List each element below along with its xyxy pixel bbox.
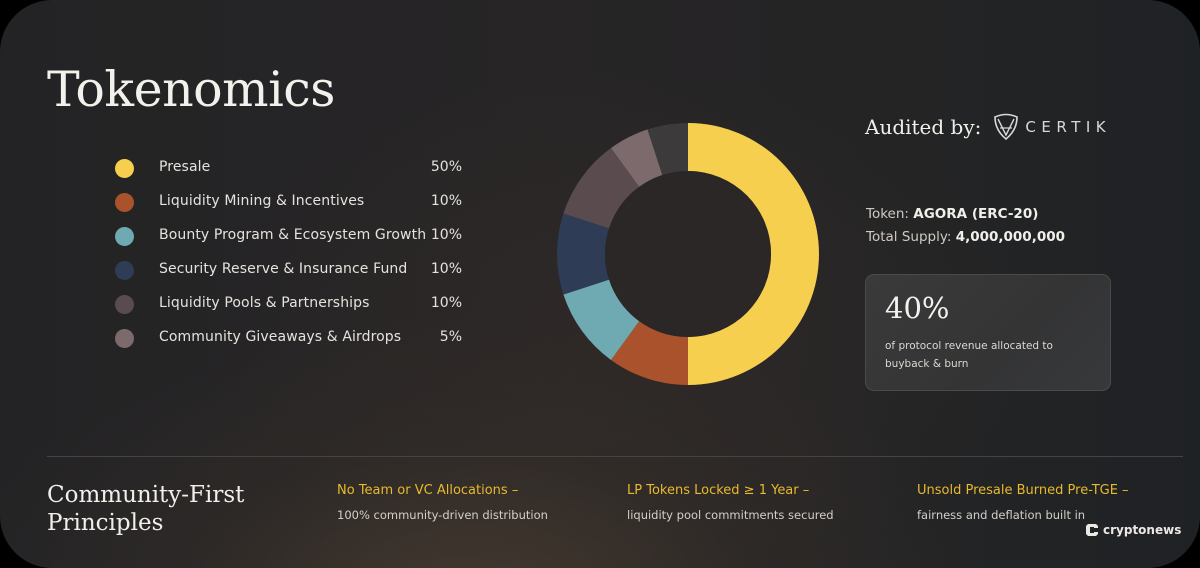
legend-color-dot [115,261,134,280]
legend-color-dot [115,295,134,314]
chart-legend: Presale 50% Liquidity Mining & Incentive… [113,155,465,359]
legend-label: Community Giveaways & Airdrops [159,329,402,345]
principle-presale-burned: Unsold Presale Burned Pre-TGE – fairness… [917,483,1129,522]
principle-detail: 100% community-driven distribution [337,508,548,522]
principle-no-team-allocations: No Team or VC Allocations – 100% communi… [337,483,548,522]
certik-logo: CERTIK [993,113,1111,141]
principle-lp-locked: LP Tokens Locked ≥ 1 Year – liquidity po… [627,483,834,522]
legend-item-bounty-program: Bounty Program & Ecosystem Growth 10% [113,223,465,257]
principles-title-line1: Community-First [47,482,245,508]
page-title: Tokenomics [47,60,335,118]
principle-heading: Unsold Presale Burned Pre-TGE – [917,483,1129,498]
audit-badge: Audited by: CERTIK [865,113,1111,141]
certik-wordmark: CERTIK [1025,118,1112,136]
certik-shield-icon [994,113,1019,141]
legend-color-dot [115,329,134,348]
legend-color-dot [115,227,134,246]
legend-percent: 50% [430,159,462,175]
legend-label: Liquidity Pools & Partnerships [159,295,370,311]
token-info: Token: AGORA (ERC-20) Total Supply: 4,00… [866,203,1065,249]
legend-percent: 10% [430,193,462,209]
legend-item-community-giveaways: Community Giveaways & Airdrops 5% [113,325,465,359]
legend-percent: 10% [430,261,462,277]
legend-item-presale: Presale 50% [113,155,465,189]
donut-segment [611,129,663,187]
supply-label: Total Supply: [866,229,952,245]
token-row: Token: AGORA (ERC-20) [866,203,1065,226]
principle-heading: LP Tokens Locked ≥ 1 Year – [627,483,810,498]
cryptonews-watermark: cryptonews [1085,523,1181,537]
donut-segment [647,123,688,176]
stat-caption: of protocol revenue allocated to buyback… [885,340,1053,370]
donut-segment [611,321,688,385]
audited-label: Audited by: [865,115,982,139]
legend-label: Liquidity Mining & Incentives [159,193,365,209]
legend-label: Presale [159,159,211,175]
donut-segment [688,123,819,385]
legend-item-security-reserve: Security Reserve & Insurance Fund 10% [113,257,465,291]
principles-title: Community-First Principles [47,481,307,537]
donut-segment [557,213,610,295]
principle-detail: fairness and deflation built in [917,508,1086,522]
supply-row: Total Supply: 4,000,000,000 [866,226,1065,249]
legend-percent: 5% [439,329,462,345]
donut-segment [563,148,640,229]
principles-title-line2: Principles [47,510,164,536]
token-value: AGORA (ERC-20) [913,206,1039,222]
legend-label: Bounty Program & Ecosystem Growth [159,227,427,243]
legend-label: Security Reserve & Insurance Fund [159,261,408,277]
principle-heading: No Team or VC Allocations – [337,483,519,498]
donut-segment [563,279,640,360]
stat-value: 40% [885,291,950,325]
legend-percent: 10% [430,295,462,311]
buyback-stat-card: 40% of protocol revenue allocated to buy… [865,274,1111,391]
legend-color-dot [115,193,134,212]
token-label: Token: [866,206,909,222]
watermark-text: cryptonews [1103,523,1182,537]
donut-chart [557,123,819,385]
legend-color-dot [115,159,134,178]
principle-detail: liquidity pool commitments secured [627,508,834,522]
donut-hole [605,171,771,337]
cryptonews-logo-icon [1086,524,1098,536]
legend-percent: 10% [430,227,462,243]
supply-value: 4,000,000,000 [955,229,1066,245]
legend-item-liquidity-mining: Liquidity Mining & Incentives 10% [113,189,465,223]
legend-item-liquidity-pools: Liquidity Pools & Partnerships 10% [113,291,465,325]
section-divider [47,456,1183,457]
